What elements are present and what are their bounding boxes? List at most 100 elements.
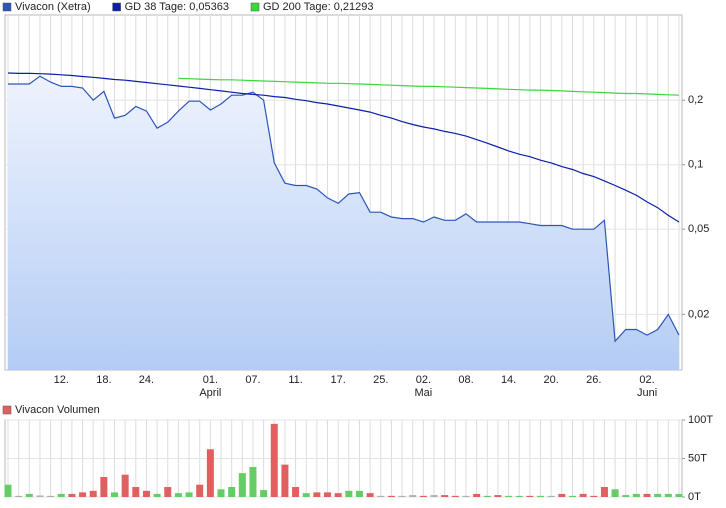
bar (515, 495, 523, 497)
bar (228, 486, 236, 497)
bar (398, 495, 406, 497)
bar (260, 490, 268, 497)
area (8, 76, 679, 370)
bar (494, 495, 502, 497)
legend-label: GD 200 Tage: 0,21293 (263, 1, 374, 13)
bar (473, 493, 481, 497)
y-tick-label: 50T (688, 452, 707, 464)
x-tick-label: 08. (458, 374, 473, 386)
x-tick-label: 02. (416, 374, 431, 386)
bar (579, 493, 587, 497)
x-tick-label: 01. (203, 374, 218, 386)
bar (324, 492, 332, 497)
bar (142, 490, 150, 497)
legend-swatch (2, 2, 12, 12)
bar (622, 495, 630, 497)
bar (302, 493, 310, 497)
x-tick-label: 14. (501, 374, 516, 386)
bar (355, 490, 363, 497)
bar (89, 490, 97, 497)
bar (590, 495, 598, 497)
x-tick-label: 18. (96, 374, 111, 386)
bar (249, 466, 257, 497)
x-month-label: Mai (415, 387, 433, 399)
bar (366, 493, 374, 497)
bar (643, 493, 651, 497)
bar (15, 495, 23, 497)
x-tick-label: 12. (54, 374, 69, 386)
y-tick-label: 0,1 (688, 159, 703, 171)
bar (632, 493, 640, 497)
legend-label: Vivacon (Xetra) (15, 1, 91, 13)
bar (526, 495, 534, 497)
bar (558, 493, 566, 497)
x-month-label: April (199, 387, 221, 399)
x-tick-label: 11. (288, 374, 302, 386)
legend-swatch (250, 2, 260, 12)
bar (153, 493, 161, 497)
line (8, 75, 680, 343)
bar (196, 484, 204, 497)
y-tick-label: 0,02 (688, 308, 709, 320)
bar (568, 495, 576, 497)
y-tick-label: 0T (688, 491, 701, 503)
bar (483, 495, 491, 497)
bar (547, 495, 555, 497)
bar (419, 495, 427, 497)
bar (25, 493, 33, 497)
bar (387, 495, 395, 497)
bar (111, 492, 119, 497)
y-tick-label: 100T (688, 414, 713, 426)
y-tick-label: 0,05 (688, 223, 709, 235)
bar (164, 486, 172, 497)
x-tick-label: 25. (373, 374, 388, 386)
bar (4, 484, 12, 497)
bar (79, 492, 87, 497)
y-tick-label: 0,2 (688, 94, 703, 106)
bar (334, 493, 342, 497)
bar (345, 490, 353, 497)
bar (654, 493, 662, 497)
bar (217, 489, 225, 497)
line (7, 72, 680, 223)
legend-label: Vivacon Volumen (15, 404, 100, 416)
legend-swatch (112, 2, 121, 12)
x-tick-label: 24. (139, 374, 154, 386)
bar (462, 495, 470, 497)
bar (57, 493, 65, 497)
bar (441, 495, 449, 497)
x-tick-label: 02. (639, 374, 654, 386)
bar (611, 489, 619, 497)
legend-label: GD 38 Tage: 0,05363 (125, 1, 229, 13)
bar (451, 495, 459, 497)
bar (292, 486, 300, 497)
bar (238, 473, 246, 497)
bar (121, 474, 129, 497)
bar (430, 495, 438, 497)
bar (185, 492, 193, 497)
line (178, 77, 680, 96)
bar (206, 449, 214, 497)
legend-swatch (2, 405, 12, 415)
bar (68, 493, 76, 497)
bar (600, 486, 608, 497)
bar (281, 464, 289, 497)
x-month-label: Juni (637, 387, 657, 399)
bar (377, 495, 385, 497)
x-tick-label: 20. (544, 374, 559, 386)
bar (409, 495, 417, 497)
bar (505, 495, 513, 497)
bar (537, 495, 545, 497)
bar (313, 492, 321, 497)
x-tick-label: 07. (245, 374, 260, 386)
bar (36, 495, 44, 497)
x-tick-label: 17. (331, 374, 346, 386)
bar (100, 476, 108, 497)
bar (174, 493, 182, 497)
bar (132, 486, 140, 497)
bar (47, 495, 55, 497)
x-tick-label: 26. (586, 374, 601, 386)
bar (675, 493, 683, 497)
